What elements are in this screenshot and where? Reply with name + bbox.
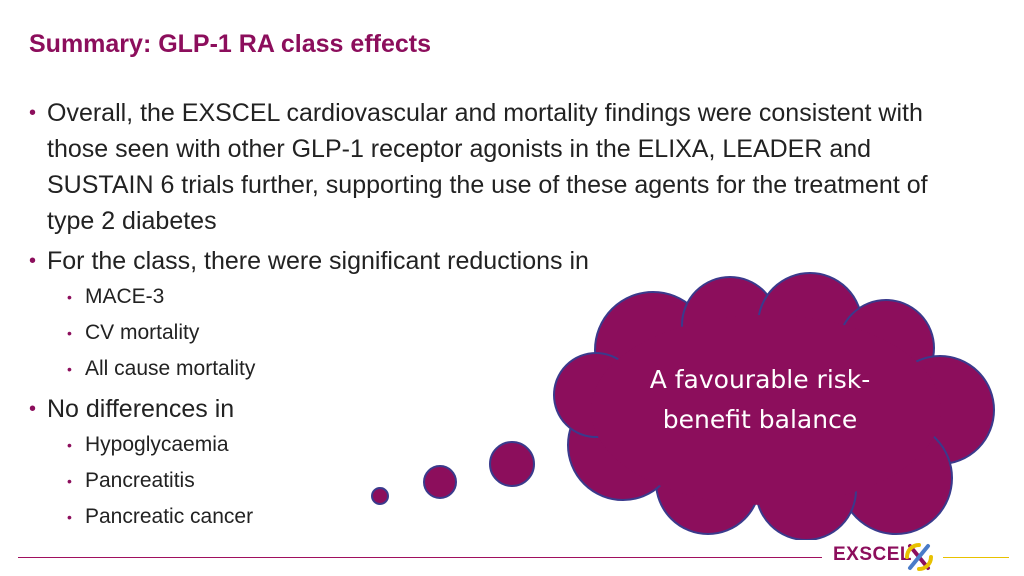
sub-bullet-icon: • <box>67 437 72 453</box>
sub-bullet-item: • Hypoglycaemia <box>27 427 967 463</box>
bullet-text: For the class, there were significant re… <box>47 247 589 275</box>
sub-bullet-text: Pancreatic cancer <box>85 505 254 528</box>
sub-bullet-icon: • <box>67 509 72 525</box>
slide-title: Summary: GLP-1 RA class effects <box>29 30 432 58</box>
callout-line-1: A favourable risk- <box>649 365 871 394</box>
bullet-icon: • <box>29 102 37 124</box>
exscel-logo-icon <box>905 543 933 571</box>
bullet-item: • For the class, there were significant … <box>27 243 967 279</box>
bullet-icon: • <box>29 250 37 272</box>
bullet-item: • No differences in <box>27 391 967 427</box>
sub-bullet-icon: • <box>67 325 72 341</box>
sub-bullet-icon: • <box>67 289 72 305</box>
sub-bullet-text: Pancreatitis <box>85 469 195 492</box>
sub-bullet-icon: • <box>67 361 72 377</box>
bullet-text: Overall, the EXSCEL cardiovascular and m… <box>47 99 928 235</box>
thought-bubble-medium <box>423 465 457 499</box>
thought-cloud-icon <box>553 272 995 540</box>
sub-bullet-icon: • <box>67 473 72 489</box>
footer-divider-gold <box>943 557 1009 558</box>
thought-bubble-large <box>489 441 535 487</box>
sub-bullet-text: CV mortality <box>85 321 200 344</box>
bullet-icon: • <box>29 398 37 420</box>
exscel-logo-text: EXSCEL <box>833 544 913 565</box>
sub-bullet-item: • All cause mortality <box>27 351 967 387</box>
sub-bullet-item: • MACE-3 <box>27 279 967 315</box>
sub-bullet-text: Hypoglycaemia <box>85 433 229 456</box>
footer-divider <box>18 557 822 558</box>
callout-text: A favourable risk- benefit balance <box>610 360 910 440</box>
sub-bullet-text: MACE-3 <box>85 285 165 308</box>
sub-bullet-text: All cause mortality <box>85 357 256 380</box>
bullet-text: No differences in <box>47 395 235 423</box>
thought-bubble-small <box>371 487 389 505</box>
sub-bullet-item: • Pancreatic cancer <box>27 499 967 535</box>
bullet-list: • Overall, the EXSCEL cardiovascular and… <box>27 95 967 535</box>
bullet-item: • Overall, the EXSCEL cardiovascular and… <box>27 95 967 239</box>
sub-bullet-item: • Pancreatitis <box>27 463 967 499</box>
callout-line-2: benefit balance <box>662 405 858 434</box>
sub-bullet-item: • CV mortality <box>27 315 967 351</box>
